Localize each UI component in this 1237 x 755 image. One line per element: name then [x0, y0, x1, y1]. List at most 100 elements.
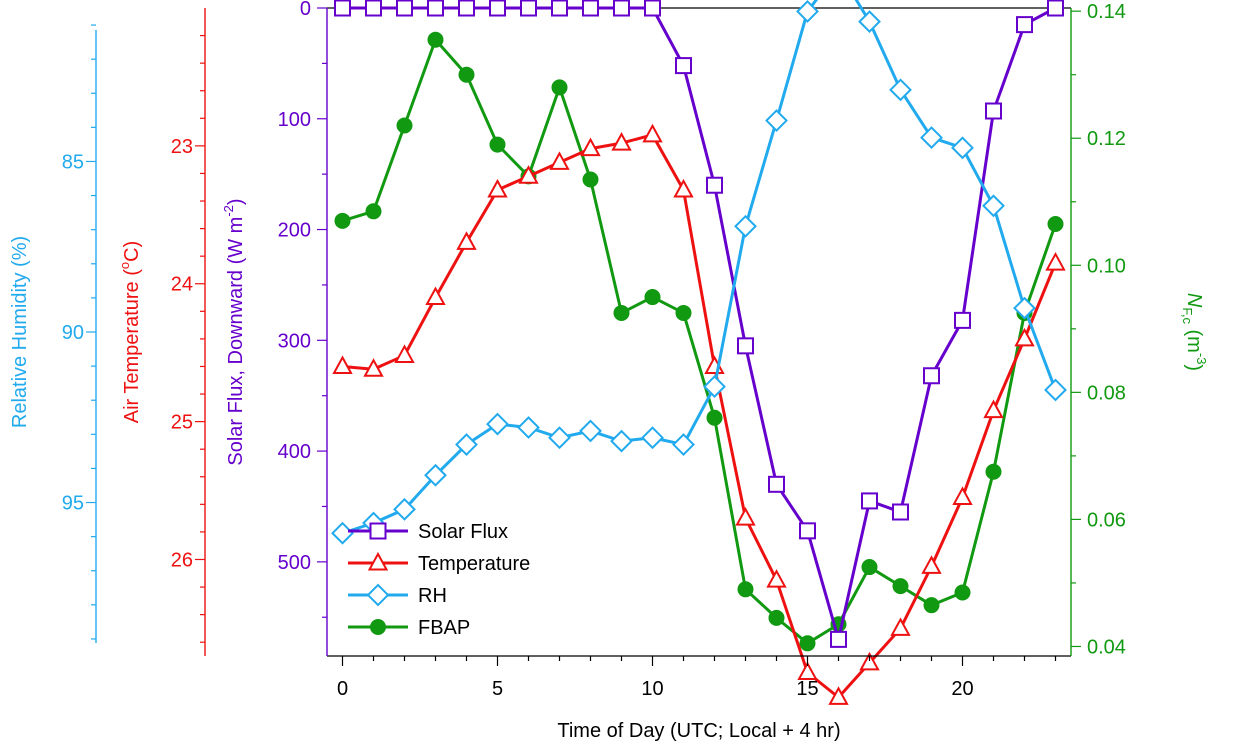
- temperature-tick-label: 23: [171, 136, 193, 158]
- temperature-point: [580, 137, 601, 157]
- temperature-axis: 23 24 25 26 Air Temperature (oC): [117, 8, 206, 656]
- rh-point: [455, 433, 478, 456]
- temperature-axis-title-main: Air Temperature (: [121, 269, 143, 423]
- legend-item-rh: RH: [348, 583, 447, 607]
- legend-label-fbap: FBAP: [418, 617, 470, 639]
- fbap-point: [334, 212, 351, 229]
- solar-flux-point: [489, 0, 506, 17]
- solar-flux-point: [799, 522, 816, 540]
- x-tick-label: 20: [951, 678, 973, 700]
- solar-flux-point: [458, 0, 475, 17]
- rh-point: [548, 426, 571, 450]
- solar-tick-label: 300: [278, 330, 311, 352]
- rh-tick-label: 95: [62, 493, 84, 515]
- solar-flux-point: [737, 337, 754, 355]
- series-layer: [331, 0, 1067, 705]
- solar-flux-point: [954, 311, 971, 329]
- fbap-axis-title-end: ): [1183, 364, 1205, 371]
- solar-flux-point: [892, 503, 909, 521]
- legend-marker-rh: [366, 583, 390, 607]
- legend-label-rh: RH: [418, 585, 447, 607]
- fbap-tick-label: 0.14: [1087, 1, 1126, 23]
- fbap-axis-title-sup: -3: [1194, 353, 1209, 365]
- rh-point: [765, 109, 788, 132]
- temperature-tick-label: 26: [171, 549, 193, 571]
- temperature-point: [1045, 251, 1066, 271]
- legend-item-solar-flux: Solar Flux: [348, 521, 508, 543]
- fbap-axis-title-units: (m: [1183, 324, 1205, 353]
- rh-point: [982, 194, 1005, 218]
- fbap-point: [799, 635, 816, 652]
- fbap-point: [892, 578, 909, 595]
- temperature-axis-title: Air Temperature (oC): [117, 241, 143, 423]
- solar-tick-label: 500: [278, 552, 311, 574]
- fbap-point: [427, 31, 444, 48]
- rh-point: [486, 412, 509, 436]
- fbap-tick-label: 0.06: [1087, 509, 1126, 531]
- fbap-point: [396, 117, 413, 134]
- solar-flux-point: [365, 0, 382, 17]
- solar-flux-point: [644, 0, 661, 17]
- fbap-point: [489, 136, 506, 153]
- temperature-point: [921, 555, 942, 574]
- solar-flux-line: [342, 6, 1057, 641]
- fbap-tick-label: 0.10: [1087, 255, 1126, 277]
- solar-flux-point: [923, 367, 940, 385]
- temperature-point: [952, 486, 973, 505]
- solar-axis-title: Solar Flux, Downward (W m-2): [221, 198, 247, 465]
- fbap-point: [365, 203, 382, 220]
- solar-flux-point: [613, 0, 630, 17]
- rh-point: [858, 10, 881, 34]
- temperature-point: [456, 231, 477, 250]
- fbap-tick-label: 0.12: [1087, 128, 1126, 150]
- legend-item-temperature: Temperature: [348, 551, 530, 575]
- rh-point: [734, 214, 757, 238]
- temperature-point: [394, 344, 415, 363]
- series-temperature: [332, 123, 1066, 705]
- fbap-point: [458, 66, 475, 83]
- temperature-point: [549, 151, 570, 170]
- temperature-point: [890, 617, 911, 636]
- rh-axis-title: Relative Humidity (%): [9, 236, 31, 428]
- rh-axis: 95 90 85 Relative Humidity (%): [9, 24, 97, 643]
- legend: Solar Flux Temperature RH FBAP: [348, 521, 530, 639]
- solar-flux-point: [1016, 16, 1033, 34]
- rh-point: [424, 463, 447, 487]
- solar-flux-point: [334, 0, 351, 17]
- fbap-axis-title-main: N: [1183, 293, 1205, 308]
- temperature-point: [363, 358, 384, 377]
- temperature-axis-title-sup: o: [117, 262, 132, 269]
- fbap-point: [706, 409, 723, 426]
- fbap-point: [737, 581, 754, 598]
- temperature-point: [518, 165, 539, 184]
- rh-point: [703, 375, 726, 398]
- fbap-tick-label: 0.08: [1087, 382, 1126, 404]
- rh-tick-label: 90: [62, 322, 84, 344]
- temperature-point: [642, 123, 663, 143]
- solar-flux-point: [396, 0, 413, 17]
- fbap-point: [613, 304, 630, 321]
- solar-flux-point: [985, 102, 1002, 120]
- solar-flux-point: [675, 57, 692, 75]
- legend-item-fbap: FBAP: [348, 617, 470, 639]
- temperature-point: [487, 178, 508, 198]
- temperature-tick-label: 24: [171, 274, 193, 296]
- fbap-tick-label: 0.04: [1087, 636, 1126, 658]
- temperature-point: [983, 399, 1004, 419]
- fbap-point: [675, 304, 692, 321]
- solar-tick-label: 100: [278, 109, 311, 131]
- rh-point: [951, 136, 974, 160]
- solar-flux-point: [582, 0, 599, 17]
- fbap-point: [551, 79, 568, 96]
- legend-label-solar-flux: Solar Flux: [418, 521, 508, 543]
- rh-point: [672, 433, 695, 456]
- temperature-point: [611, 132, 632, 151]
- fbap-point: [985, 463, 1002, 480]
- temperature-point: [332, 355, 353, 374]
- series-rh: [331, 0, 1067, 545]
- fbap-axis-title: NF,c (m-3): [1180, 293, 1209, 371]
- temperature-point: [828, 686, 849, 705]
- legend-marker-fbap: [370, 619, 386, 635]
